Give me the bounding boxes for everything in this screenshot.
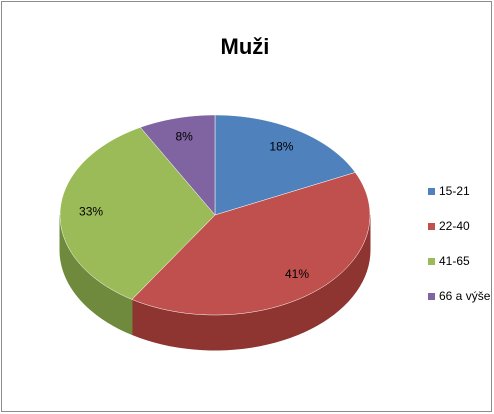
pie-slice <box>131 172 371 316</box>
pie-slice <box>214 114 356 216</box>
data-label: 18% <box>269 140 293 154</box>
chart-title: Muži <box>221 34 270 59</box>
pie-slice <box>139 114 216 216</box>
legend-label: 66 a výše <box>439 289 491 303</box>
legend-swatch <box>428 293 435 300</box>
data-label: 41% <box>285 267 309 281</box>
legend-swatch <box>428 223 435 230</box>
legend-swatch <box>428 258 435 265</box>
legend-label: 15-21 <box>439 184 470 198</box>
legend-label: 41-65 <box>439 254 470 268</box>
legend-swatch <box>428 188 435 195</box>
pie-slice <box>59 127 216 300</box>
data-label: 33% <box>79 205 103 219</box>
legend-label: 22-40 <box>439 219 470 233</box>
data-label: 8% <box>175 130 193 144</box>
